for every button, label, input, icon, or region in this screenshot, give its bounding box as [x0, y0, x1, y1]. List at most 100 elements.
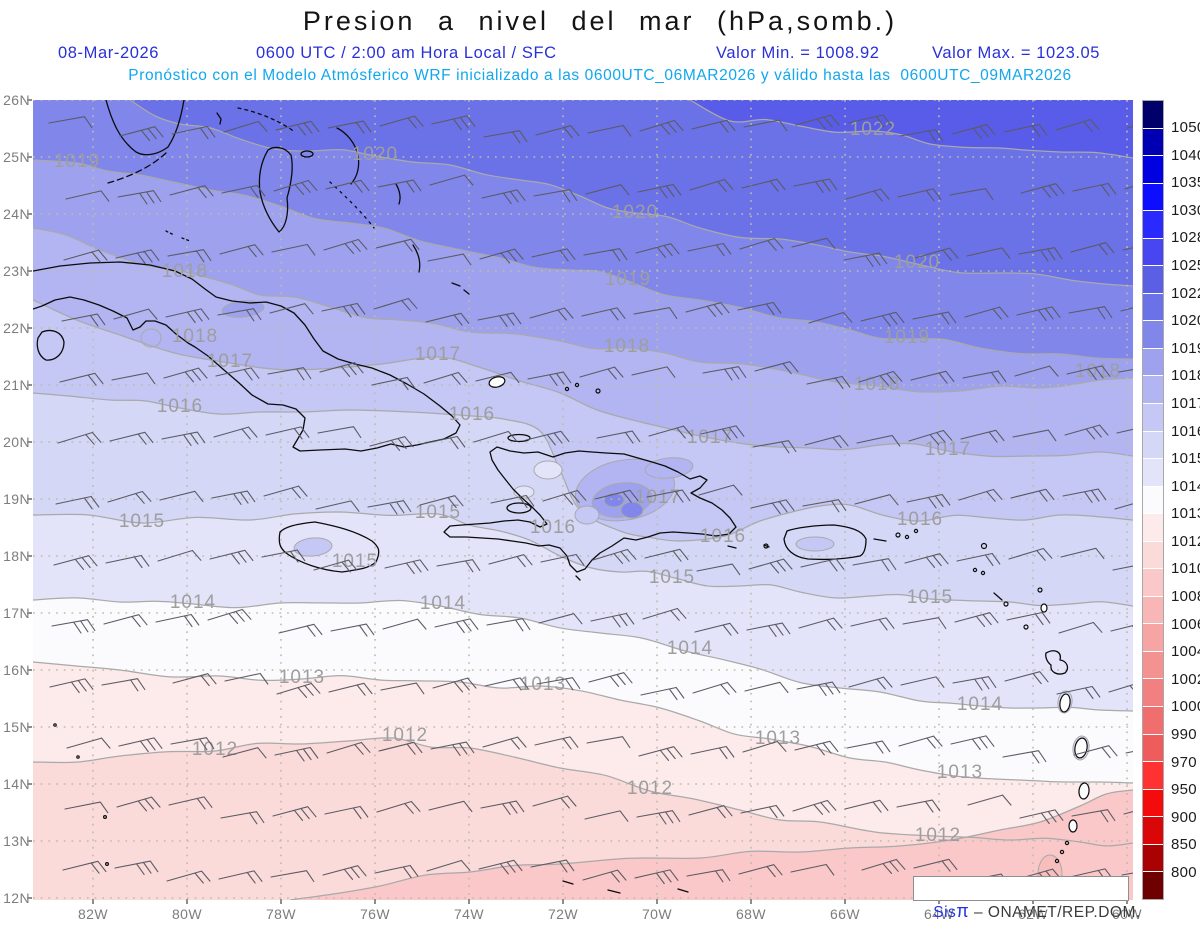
- wind-barb: [754, 361, 799, 375]
- colorbar-cell: [1143, 624, 1163, 652]
- wind-barb: [481, 189, 526, 205]
- colorbar-cell: [1143, 321, 1163, 349]
- colorbar-cell: [1143, 348, 1163, 377]
- wind-barb: [276, 682, 321, 698]
- coastline: [336, 127, 360, 185]
- wind-barb: [475, 371, 520, 384]
- wind-barb: [101, 678, 146, 692]
- coastline: [278, 521, 380, 573]
- wind-barb: [966, 247, 1011, 259]
- wind-barb: [634, 869, 679, 885]
- wind-barb: [315, 500, 360, 512]
- wind-barb: [694, 622, 739, 636]
- lat-label: 15N: [3, 719, 30, 735]
- colorbar-label: 1014: [1171, 477, 1200, 495]
- isobar-label: 1013: [520, 674, 566, 695]
- isobar-line: [33, 511, 1133, 607]
- wind-barb: [852, 558, 897, 572]
- wind-barb: [53, 555, 98, 570]
- wind-barb: [741, 178, 786, 192]
- wind-barb: [434, 618, 479, 634]
- isobar-label: 1014: [420, 593, 466, 614]
- wind-barb: [850, 617, 895, 631]
- small-island: [972, 567, 978, 573]
- wind-barb: [273, 179, 318, 195]
- lon-tick: [562, 899, 564, 904]
- wind-barb: [269, 303, 314, 315]
- wind-barb: [951, 124, 996, 139]
- wind-barb: [856, 434, 901, 447]
- wind-barb: [270, 870, 315, 883]
- wind-barb: [534, 736, 579, 750]
- wind-barb: [275, 120, 320, 136]
- wind-barb: [582, 869, 627, 883]
- wind-barb: [115, 249, 160, 265]
- isobar-label: 1017: [207, 351, 253, 372]
- lon-tick: [374, 899, 376, 904]
- wind-barb: [1002, 750, 1047, 764]
- wind-barb: [538, 613, 583, 625]
- lon-tick: [1032, 899, 1034, 904]
- wind-barb: [425, 312, 470, 326]
- colorbar-label: 1040: [1171, 146, 1200, 164]
- wind-barb: [1066, 365, 1111, 381]
- wind-barb: [1124, 185, 1133, 190]
- lat-label: 23N: [3, 263, 30, 279]
- coastline: [783, 524, 867, 561]
- colorbar-cell: [1143, 156, 1163, 184]
- wind-barb: [59, 372, 104, 386]
- coastline: [237, 107, 296, 133]
- isobar-label: 1016: [449, 404, 495, 425]
- wind-barb: [483, 130, 528, 144]
- wind-barb: [750, 499, 795, 515]
- wind-barb: [478, 859, 523, 875]
- wind-barb: [698, 484, 743, 496]
- colorbar-cell: [1143, 569, 1163, 597]
- small-island: [1003, 601, 1009, 607]
- isobar-line: [689, 100, 1133, 159]
- isobar-line: [33, 737, 1133, 847]
- wind-barb: [808, 311, 853, 324]
- wind-barb: [1055, 118, 1100, 132]
- coastline: [33, 261, 461, 452]
- wind-barb: [426, 859, 471, 872]
- wind-barb: [367, 500, 412, 515]
- lat-tick: [27, 612, 32, 614]
- colorbar-label: 1012: [1171, 532, 1200, 550]
- wind-barb: [267, 367, 312, 381]
- wind-barb: [379, 115, 424, 129]
- colorbar-cell: [1143, 762, 1163, 790]
- wind-barb: [532, 795, 577, 809]
- wind-barb: [66, 737, 111, 749]
- wind-barb: [167, 249, 212, 263]
- wind-barb: [1120, 307, 1133, 312]
- wind-barb: [263, 485, 308, 499]
- wind-barb: [906, 493, 951, 509]
- wind-barb: [952, 676, 997, 691]
- wind-barb: [796, 681, 841, 696]
- isobar-label: 1018: [854, 374, 900, 395]
- wind-barb: [848, 676, 893, 690]
- wind-barb: [525, 430, 570, 446]
- wind-barb: [590, 612, 635, 628]
- wind-barb: [377, 179, 422, 193]
- wind-barb: [1116, 428, 1133, 434]
- isobar-label: 1020: [612, 202, 658, 223]
- wind-barb: [432, 677, 477, 693]
- wind-barb: [219, 244, 264, 258]
- wind-barb: [748, 558, 793, 574]
- isobar-label: 1015: [907, 587, 953, 608]
- small-island: [1054, 858, 1060, 864]
- lon-label: 78W: [266, 906, 296, 922]
- wind-barb: [479, 248, 524, 264]
- lat-label: 19N: [3, 491, 30, 507]
- wind-barb: [48, 116, 93, 129]
- colorbar-cell: [1143, 707, 1163, 735]
- wind-barb: [956, 552, 1001, 567]
- wind-barb: [1125, 750, 1133, 754]
- wind-barb: [61, 313, 106, 327]
- small-island: [1064, 840, 1070, 846]
- pressure-patch: [533, 460, 563, 480]
- wind-barb: [536, 677, 581, 691]
